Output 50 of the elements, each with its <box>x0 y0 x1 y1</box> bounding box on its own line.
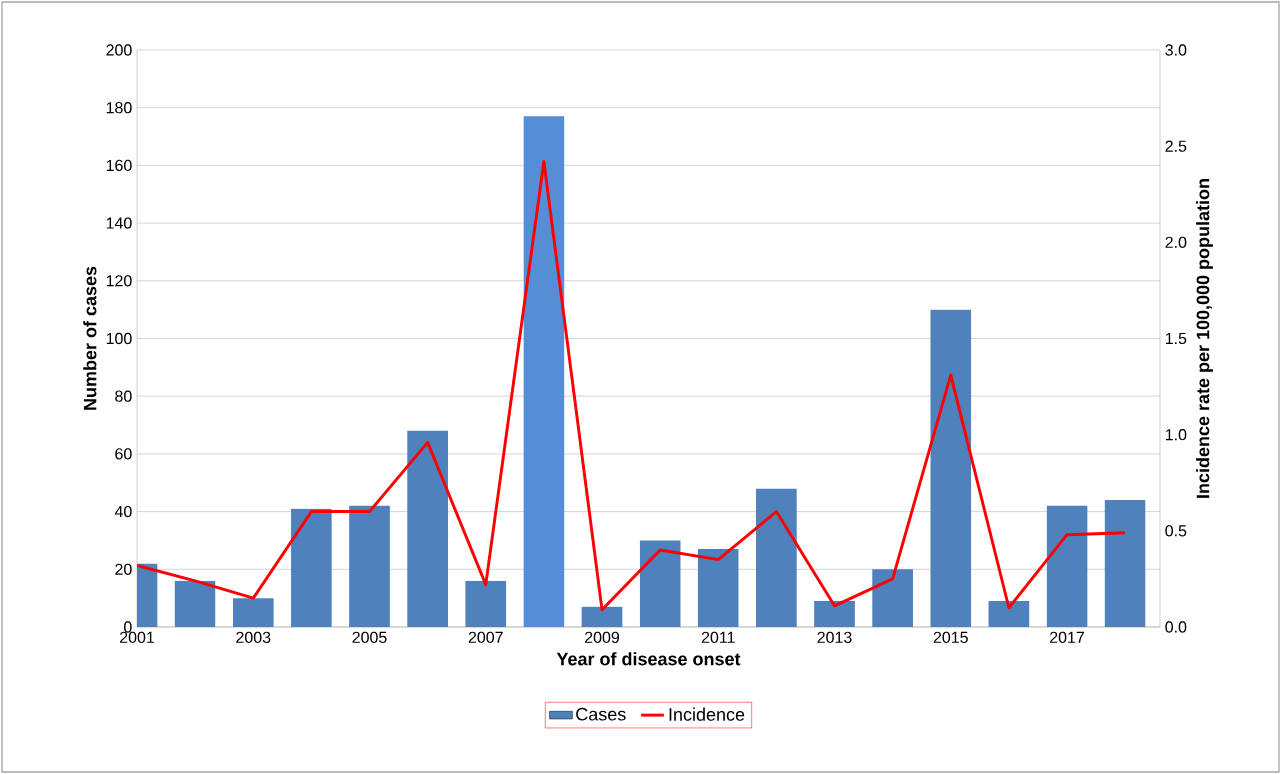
x-axis-title: Year of disease onset <box>556 652 741 666</box>
x-tick-label: 2009 <box>585 631 620 644</box>
y-tick-label: 0 <box>124 621 132 633</box>
x-tick-label: 2013 <box>817 631 852 644</box>
y-tick-label: 180 <box>106 102 132 114</box>
y2-tick-label: 1.5 <box>1165 332 1187 345</box>
bar <box>930 309 972 627</box>
bar <box>407 430 448 627</box>
bar <box>988 601 1030 627</box>
bar <box>756 488 797 627</box>
x-tick-label: 2005 <box>352 631 387 644</box>
y2-axis-title: Incidence rate per 100,000 population <box>1196 179 1213 498</box>
y2-tick-label: 3.0 <box>1165 44 1187 56</box>
bar <box>1046 505 1088 627</box>
y-tick-label: 140 <box>106 217 132 229</box>
bar <box>1104 500 1146 627</box>
y-tick-label: 160 <box>106 159 132 172</box>
y2-tick-label: 2.0 <box>1165 236 1187 248</box>
x-tick-label: 2001 <box>120 631 155 644</box>
bar <box>232 598 274 627</box>
bar <box>872 569 913 627</box>
bar <box>349 505 390 627</box>
bar <box>639 540 681 627</box>
x-tick-label: 2011 <box>701 631 735 644</box>
y-tick-label: 120 <box>106 275 132 287</box>
line-series <box>137 160 1127 612</box>
legend-label: Incidence <box>669 707 745 721</box>
y-tick-label: 20 <box>115 563 132 575</box>
x-tick-label: 2017 <box>1050 631 1084 644</box>
bar <box>814 601 855 627</box>
y-tick-label: 60 <box>115 448 132 460</box>
y-tick-label: 100 <box>106 332 132 345</box>
bar <box>174 580 216 627</box>
y-tick-label: 40 <box>114 505 132 518</box>
bar <box>291 508 332 627</box>
y2-tick-label: 2.5 <box>1165 140 1187 152</box>
y2-tick-label: 0.0 <box>1165 621 1187 633</box>
y-tick-label: 80 <box>115 390 132 402</box>
y-tick-label: 200 <box>106 44 132 56</box>
bar <box>523 116 565 627</box>
bar <box>697 549 739 627</box>
x-tick-label: 2007 <box>468 631 503 644</box>
y-axis-title: Number of cases <box>83 266 97 410</box>
bar <box>581 606 623 627</box>
bar <box>465 580 507 627</box>
x-tick-label: 2015 <box>933 631 968 644</box>
legend-label: Cases <box>576 707 626 721</box>
y2-tick-label: 1.0 <box>1165 429 1187 441</box>
y2-tick-label: 0.5 <box>1165 525 1187 537</box>
x-tick-label: 2003 <box>236 631 271 644</box>
